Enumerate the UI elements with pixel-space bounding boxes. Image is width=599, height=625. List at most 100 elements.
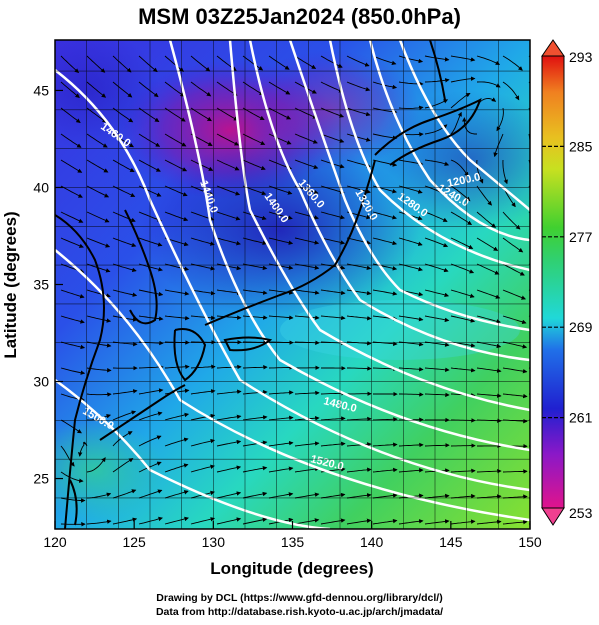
streamline [476, 468, 502, 474]
streamline [190, 237, 215, 246]
streamline [60, 55, 80, 73]
streamline [268, 390, 294, 395]
streamline [346, 289, 372, 296]
streamline [190, 517, 216, 525]
colorbar-top-arrow [541, 39, 565, 57]
streamline [496, 107, 504, 132]
streamline [372, 159, 398, 167]
streamline [190, 159, 214, 171]
streamline [112, 489, 137, 499]
grid-lines [55, 40, 530, 529]
colorbar-bottom-arrow [541, 507, 565, 526]
streamline [60, 367, 86, 375]
streamline [320, 416, 346, 421]
streamline [346, 133, 371, 142]
streamline [60, 159, 83, 173]
streamline [502, 315, 527, 325]
streamline [502, 519, 528, 525]
streamline [268, 492, 294, 499]
streamline [112, 389, 138, 395]
streamline [476, 367, 502, 373]
streamline [242, 517, 268, 525]
page-title: MSM 03Z25Jan2024 (850.0hPa) [138, 4, 461, 29]
streamline [398, 367, 424, 372]
streamline [138, 315, 164, 321]
streamline [268, 237, 294, 245]
streamline [112, 517, 138, 525]
streamline [398, 442, 424, 448]
coast-korea [124, 209, 158, 325]
streamline [164, 211, 189, 222]
coast-kyushu [173, 328, 207, 382]
streamline [190, 464, 215, 473]
streamline [320, 211, 345, 220]
streamline [216, 159, 240, 171]
streamline [346, 81, 371, 92]
streamline [320, 55, 343, 68]
streamline [268, 133, 292, 145]
streamline [138, 489, 163, 499]
streamline [502, 289, 526, 300]
streamline [60, 341, 86, 350]
streamline [216, 133, 239, 146]
streamline [60, 185, 83, 198]
streamline [216, 491, 242, 499]
streamline [450, 237, 474, 249]
streamline [346, 263, 372, 271]
streamline [476, 393, 502, 398]
x-tick-label: 125 [122, 534, 146, 550]
streamline [476, 55, 501, 65]
streamline [502, 81, 520, 101]
streamline [216, 237, 241, 246]
streamline [86, 237, 111, 248]
streamline [242, 133, 266, 145]
streamline [450, 211, 473, 226]
coast-ryukyu [99, 384, 186, 441]
streamline [450, 367, 476, 373]
streamline [112, 289, 138, 297]
streamline [138, 159, 161, 172]
streamline [86, 107, 107, 123]
streamline [242, 365, 268, 370]
y-tick-label: 45 [33, 82, 49, 98]
streamline [164, 412, 190, 421]
streamline [424, 78, 450, 83]
streamline [112, 237, 137, 247]
streamline [398, 105, 424, 111]
streamline [398, 55, 424, 64]
streamline [190, 438, 216, 447]
contour-1440 [168, 40, 530, 452]
streamline [216, 211, 241, 221]
streamline [398, 185, 423, 194]
streamline [164, 133, 187, 147]
streamline [86, 392, 112, 397]
streamline [294, 211, 319, 220]
coast-sakhalin [429, 40, 446, 101]
streamline [86, 211, 110, 223]
streamline [372, 467, 398, 473]
colorbar-body [541, 55, 565, 509]
streamline [398, 468, 424, 473]
streamline [268, 365, 294, 370]
streamline [320, 315, 346, 321]
streamline [112, 458, 134, 473]
streamline [476, 289, 501, 299]
streamline [424, 392, 450, 398]
streamline [502, 55, 523, 71]
streamline [424, 55, 450, 62]
streamline [112, 81, 133, 98]
y-tick-label: 35 [33, 277, 49, 293]
streamline [528, 523, 530, 525]
streamline [216, 289, 242, 296]
streamline [372, 417, 398, 422]
credit-drawing: Drawing by DCL (https://www.gfd-dennou.o… [156, 592, 443, 604]
streamline [502, 159, 508, 185]
streamline [450, 55, 476, 62]
streamline [372, 211, 397, 220]
streamline [372, 493, 398, 499]
streamline [294, 518, 320, 525]
streamline [164, 437, 189, 447]
streamline [164, 55, 184, 72]
streamline [398, 519, 424, 525]
streamline [112, 185, 136, 197]
